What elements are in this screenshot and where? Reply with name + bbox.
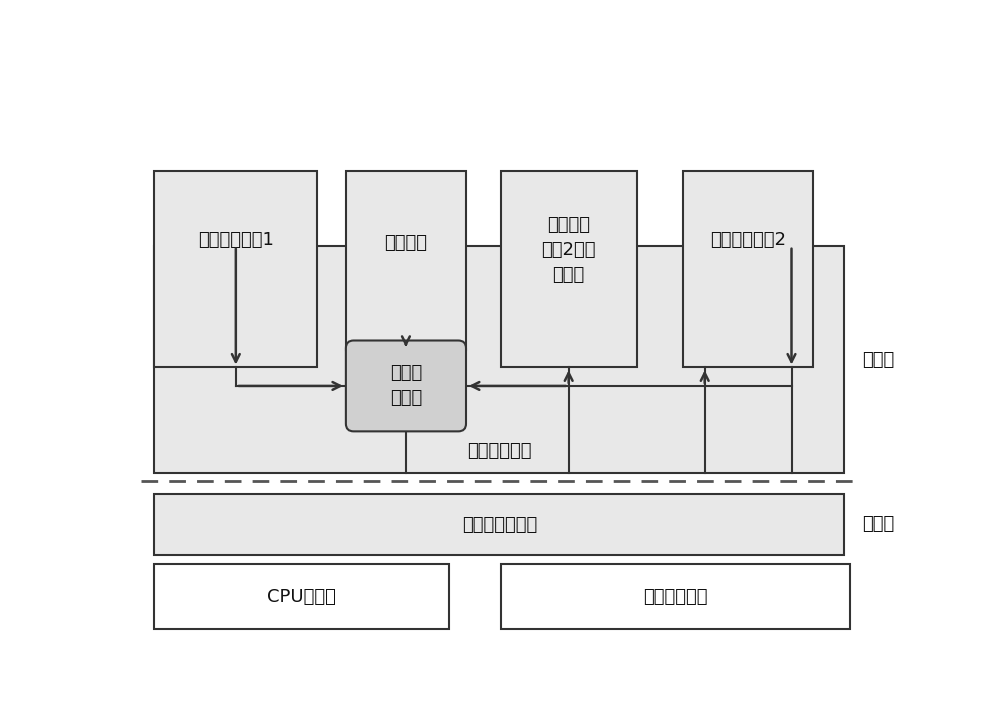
Bar <box>501 171 637 367</box>
Bar <box>154 564 449 629</box>
Bar <box>346 171 466 350</box>
Text: 高保证内核模块: 高保证内核模块 <box>462 516 537 534</box>
Text: 安卓操作系统2: 安卓操作系统2 <box>710 231 786 249</box>
Text: 安卓操作
系统2的专
用驱动: 安卓操作 系统2的专 用驱动 <box>541 215 596 284</box>
Text: CPU、内存: CPU、内存 <box>267 588 336 606</box>
Text: 资源管理框架: 资源管理框架 <box>467 442 532 460</box>
Text: 安卓操作系统1: 安卓操作系统1 <box>198 231 274 249</box>
FancyBboxPatch shape <box>346 341 466 431</box>
Bar <box>501 564 850 629</box>
Text: 用户态: 用户态 <box>862 351 894 369</box>
Text: 资源共
享服务: 资源共 享服务 <box>390 364 422 408</box>
Text: 其它硬件设备: 其它硬件设备 <box>643 588 708 606</box>
Text: 内核态: 内核态 <box>862 515 894 533</box>
Bar <box>683 171 813 367</box>
Bar <box>154 171 317 367</box>
Bar <box>154 495 844 554</box>
Text: 共享驱动: 共享驱动 <box>384 233 427 251</box>
Bar <box>154 246 844 473</box>
